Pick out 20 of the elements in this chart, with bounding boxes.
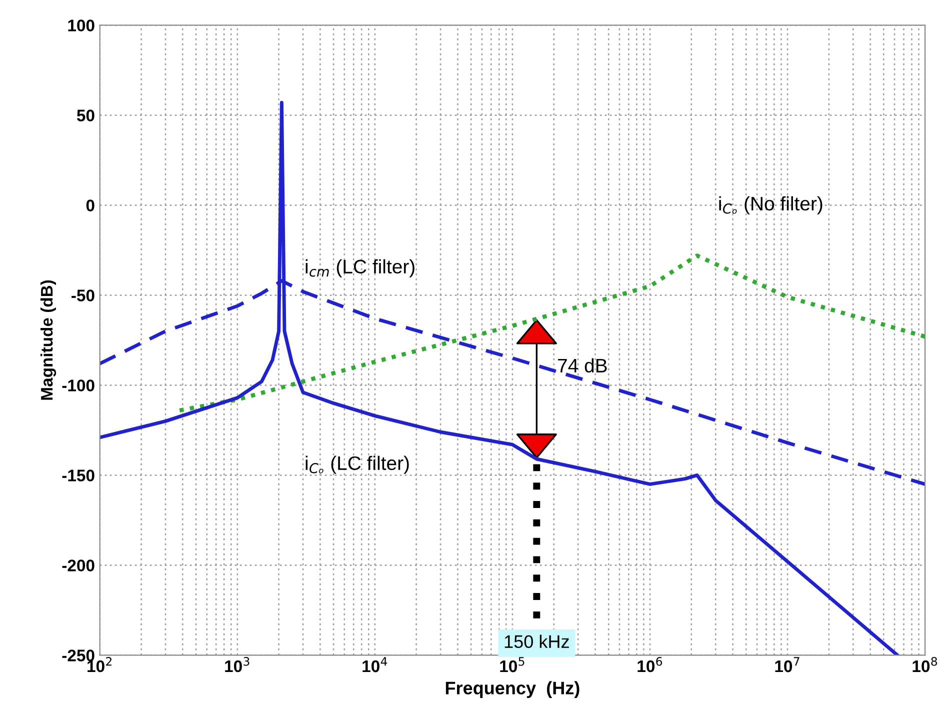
- x-tick-label: 10$^{8}$: [912, 656, 938, 672]
- x-tick-label: 10$^{4}$: [362, 657, 388, 672]
- x-axis-title: Frequency (Hz): [446, 681, 580, 698]
- y-tick-label: 100: [68, 20, 94, 32]
- ref-line-label: 150 kHz: [504, 634, 569, 648]
- y-tick-label: 0: [86, 200, 94, 212]
- y-tick-label: -200: [62, 560, 94, 572]
- annotation: i$_{cm}$ (LC filter): [306, 259, 414, 278]
- annotation: 74 dB: [558, 358, 607, 373]
- x-tick-label: 10$^{7}$: [775, 657, 800, 672]
- y-tick-label: 50: [76, 110, 94, 122]
- x-tick-label: 10$^{3}$: [225, 656, 250, 672]
- x-tick-label: 10$^{5}$: [500, 657, 524, 672]
- y-tick-label: -150: [62, 470, 94, 482]
- y-tick-label: -50: [72, 290, 94, 302]
- annotation: i$_{Cₒ}$ (No filter): [719, 196, 822, 214]
- annotation: i$_{Cₒ}$ (LC filter): [306, 456, 409, 474]
- x-tick-label: 10$^{6}$: [638, 656, 662, 672]
- y-tick-label: -100: [62, 380, 94, 392]
- y-axis-title: Magnitude (dB): [40, 280, 56, 400]
